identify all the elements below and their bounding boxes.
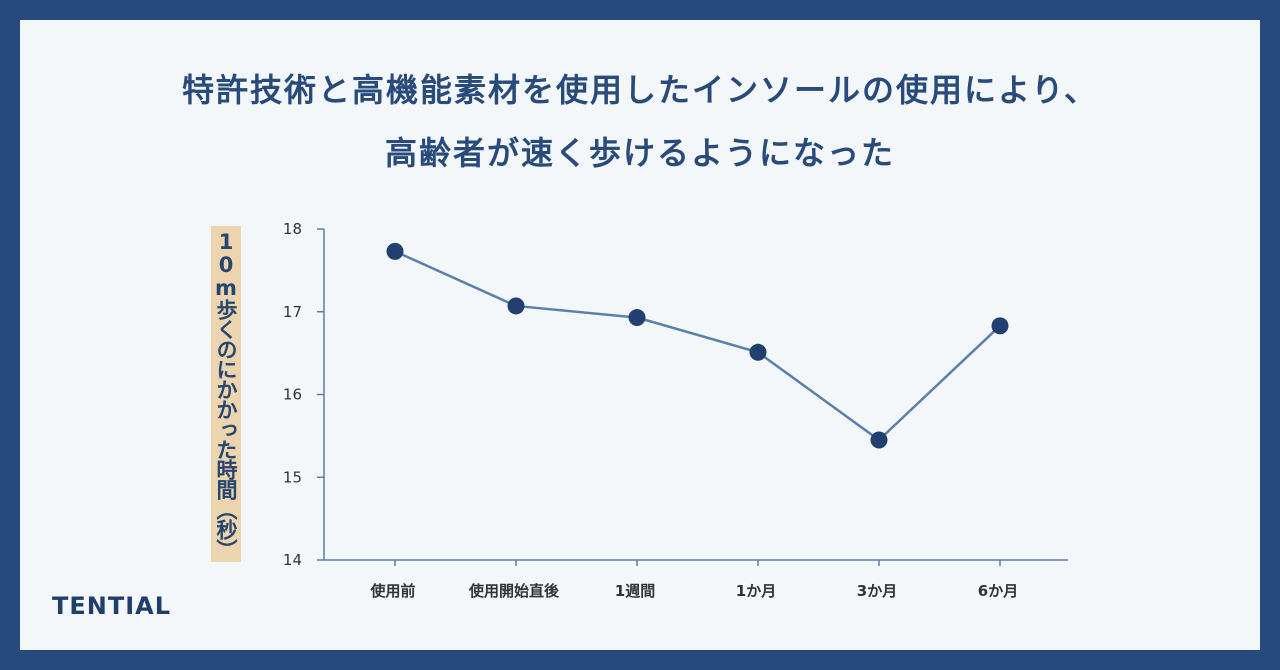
- y-tick-label: 17: [283, 303, 302, 321]
- chart-title-line-2: 高齢者が速く歩けるようになった: [384, 134, 895, 172]
- y-tick-label: 14: [283, 551, 302, 569]
- y-axis-label: 10m歩くのにかかった時間（秒）: [211, 226, 241, 562]
- data-point: [628, 309, 646, 327]
- data-point: [386, 242, 404, 260]
- x-tick-label: 6か月: [978, 582, 1018, 600]
- y-tick-label: 15: [283, 468, 302, 486]
- chart-title-line-1: 特許技術と高機能素材を使用したインソールの使用により、: [181, 71, 1099, 109]
- x-tick-label: 1か月: [736, 582, 776, 600]
- y-tick-label: 18: [283, 220, 302, 238]
- data-point: [507, 297, 525, 315]
- x-tick-label: 3か月: [857, 582, 897, 600]
- series-line: [394, 250, 1001, 442]
- data-point: [749, 343, 767, 361]
- x-tick-label: 使用開始直後: [468, 582, 560, 600]
- x-tick-label: 使用前: [369, 582, 415, 600]
- data-point: [991, 317, 1009, 335]
- x-tick-label: 1週間: [615, 582, 655, 600]
- brand-logo: TENTIAL: [52, 592, 172, 620]
- data-point: [870, 431, 888, 449]
- y-tick-label: 16: [283, 386, 302, 404]
